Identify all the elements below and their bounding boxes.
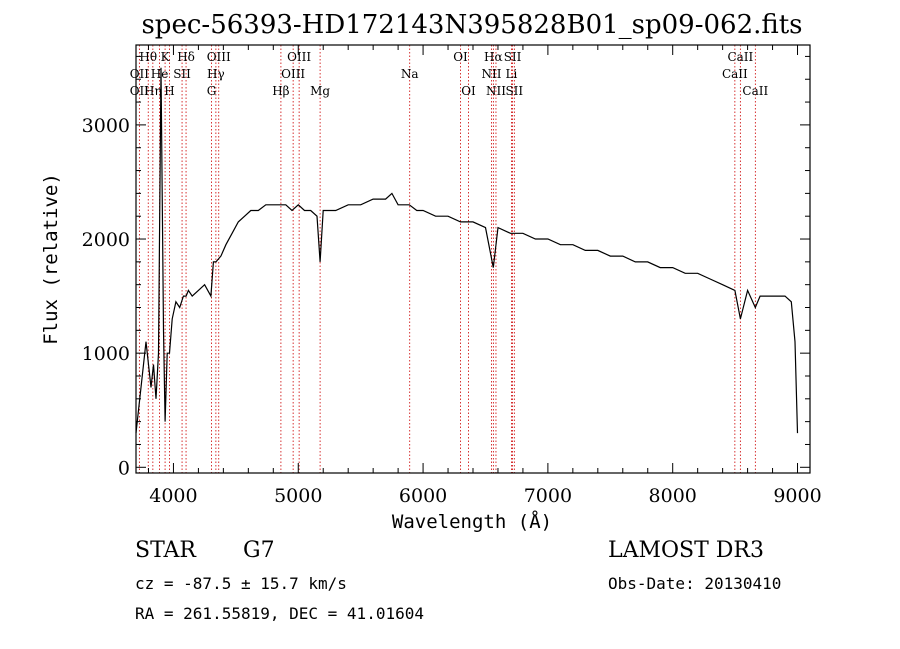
- line-label: CaII: [722, 67, 748, 81]
- observation-date: Obs-Date: 20130410: [608, 574, 781, 593]
- object-class: STAR: [135, 538, 197, 563]
- x-axis: 4000 5000 6000 7000 8000 9000: [147, 45, 822, 507]
- line-label: NII: [481, 67, 501, 81]
- line-label: Mg: [310, 84, 330, 98]
- y-tick-label: 3000: [82, 115, 130, 137]
- line-label: Hη: [144, 84, 162, 98]
- line-label: K: [161, 50, 171, 64]
- line-label: OI: [453, 50, 468, 64]
- x-tick-label: 9000: [773, 485, 821, 507]
- x-tick-label: 6000: [399, 485, 447, 507]
- line-label: OII: [130, 67, 150, 81]
- line-label: SII: [505, 84, 523, 98]
- line-label: OIII: [207, 50, 231, 64]
- line-label: CaII: [742, 84, 768, 98]
- y-axis: 0 1000 2000 3000: [82, 55, 810, 479]
- x-tick-label: 7000: [524, 485, 572, 507]
- line-label: Hα: [484, 50, 503, 64]
- line-label: NII: [486, 84, 506, 98]
- line-label: Li: [506, 67, 518, 81]
- object-subclass: G7: [243, 538, 275, 563]
- line-label: OII: [130, 84, 150, 98]
- y-tick-label: 2000: [82, 229, 130, 251]
- line-label: Hβ: [272, 84, 289, 98]
- x-tick-label: 5000: [274, 485, 322, 507]
- line-label: OIII: [287, 50, 311, 64]
- y-axis-label: Flux (relative): [40, 173, 62, 345]
- x-tick-label: 4000: [149, 485, 197, 507]
- chart-title: spec-56393-HD172143N395828B01_sp09-062.f…: [141, 10, 802, 40]
- line-label: OIII: [281, 67, 305, 81]
- x-tick-label: 8000: [649, 485, 697, 507]
- spectrum-series-line: [135, 67, 799, 434]
- line-label: Hθ: [139, 50, 157, 64]
- survey-name: LAMOST DR3: [608, 538, 764, 563]
- line-label: Na: [401, 67, 419, 81]
- line-label: CaII: [727, 50, 753, 64]
- line-label: He: [151, 67, 169, 81]
- spectral-line-markers: [138, 45, 756, 473]
- plot-frame: [135, 44, 811, 474]
- y-tick-label: 1000: [82, 343, 130, 365]
- line-label: G: [207, 84, 217, 98]
- line-label: H: [164, 84, 174, 98]
- x-axis-label: Wavelength (Å): [392, 510, 552, 533]
- redshift-readout: cz = -87.5 ± 15.7 km/s: [135, 574, 347, 593]
- coordinates-readout: RA = 261.55819, DEC = 41.01604: [135, 604, 424, 623]
- line-label: Hγ: [207, 67, 225, 81]
- line-label: SII: [173, 67, 191, 81]
- y-tick-label: 0: [118, 457, 130, 479]
- line-label: Hδ: [177, 50, 195, 64]
- line-label: SII: [504, 50, 522, 64]
- line-label: OI: [461, 84, 476, 98]
